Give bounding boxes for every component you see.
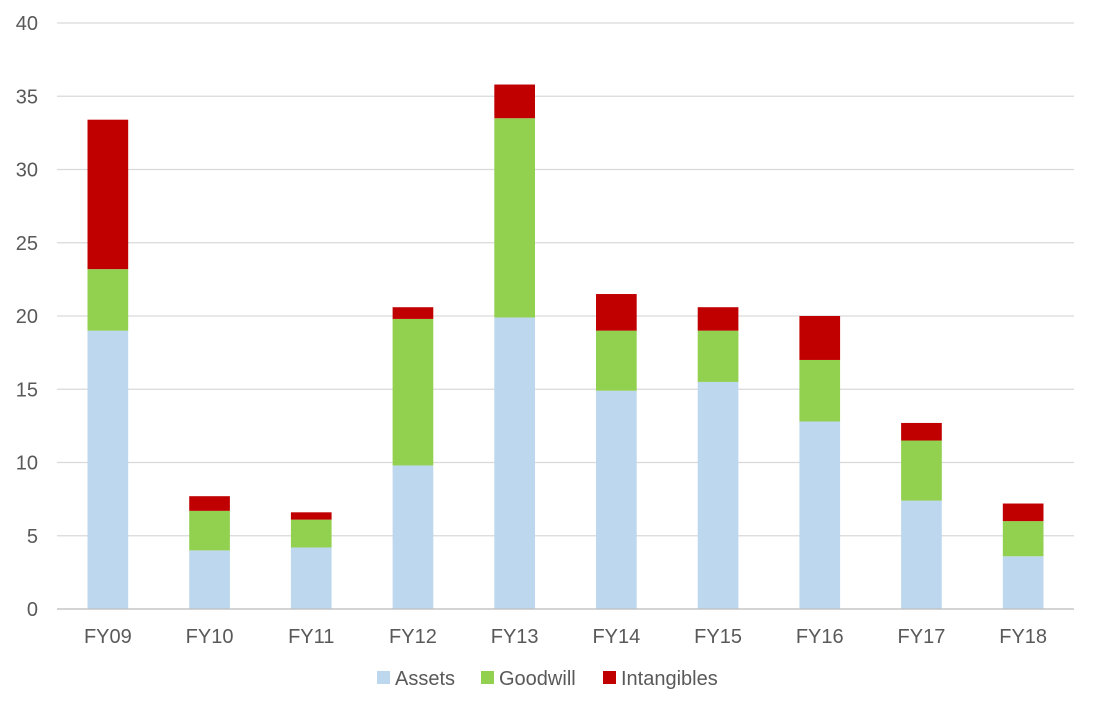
bar-assets-fy10 [189, 550, 230, 609]
bar-goodwill-fy18 [1002, 521, 1044, 557]
bar-goodwill-fy14 [596, 330, 637, 391]
y-axis-ticks: 0 5 10 15 20 25 30 35 40 [16, 13, 38, 621]
legend-swatch [603, 671, 616, 684]
legend: Assets Goodwill Intangibles [377, 668, 718, 690]
y-tick-label: 40 [16, 13, 38, 35]
x-tick-label: FY12 [389, 626, 437, 648]
x-tick-label: FY16 [796, 626, 844, 648]
bar-intangibles-fy10 [189, 496, 230, 511]
legend-label: Intangibles [621, 668, 718, 690]
bar-goodwill-fy17 [901, 440, 942, 501]
bar-goodwill-fy15 [697, 330, 739, 382]
bar-assets-fy14 [596, 390, 637, 609]
legend-item-goodwill: Goodwill [481, 668, 576, 690]
bar-assets-fy18 [1002, 556, 1044, 609]
bar-intangibles-fy12 [392, 307, 434, 319]
bar-assets-fy16 [799, 421, 841, 609]
bar-assets-fy13 [494, 317, 535, 609]
x-tick-label: FY10 [186, 626, 234, 648]
bar-intangibles-fy11 [290, 512, 332, 520]
bar-intangibles-fy14 [596, 294, 637, 331]
bar-goodwill-fy10 [189, 510, 230, 551]
legend-item-assets: Assets [377, 668, 455, 690]
y-tick-label: 35 [16, 86, 38, 108]
x-axis-ticks: FY09 FY10 FY11 FY12 FY13 FY14 FY15 FY16 FY17 FY18 [57, 608, 1074, 648]
bar-intangibles-fy13 [494, 84, 535, 119]
legend-item-intangibles: Intangibles [603, 668, 718, 690]
bar-assets-fy17 [901, 500, 942, 609]
y-tick-label: 10 [16, 453, 38, 475]
x-tick-label: FY09 [84, 626, 132, 648]
bar-assets-fy11 [290, 547, 332, 609]
bar-goodwill-fy12 [392, 318, 434, 466]
bar-goodwill-fy16 [799, 359, 841, 422]
bar-intangibles-fy18 [1002, 503, 1044, 522]
y-tick-label: 20 [16, 306, 38, 328]
y-tick-label: 25 [16, 233, 38, 255]
y-tick-label: 30 [16, 160, 38, 182]
legend-swatch [481, 671, 494, 684]
legend-label: Assets [395, 668, 455, 690]
bar-assets-fy09 [87, 330, 129, 609]
x-tick-label: FY15 [694, 626, 742, 648]
bar-intangibles-fy15 [697, 307, 739, 331]
x-tick-label: FY14 [592, 626, 640, 648]
legend-swatch [377, 671, 390, 684]
legend-label: Goodwill [499, 668, 576, 690]
x-tick-label: FY18 [999, 626, 1047, 648]
bar-assets-fy15 [697, 381, 739, 609]
bar-goodwill-fy13 [494, 118, 535, 318]
bar-goodwill-fy11 [290, 519, 332, 548]
y-tick-label: 15 [16, 379, 38, 401]
bars [87, 84, 1044, 609]
bar-intangibles-fy17 [901, 422, 942, 441]
x-tick-label: FY11 [288, 626, 334, 648]
bar-goodwill-fy09 [87, 269, 129, 331]
x-tick-label: FY13 [491, 626, 539, 648]
bar-intangibles-fy16 [799, 316, 841, 360]
bar-intangibles-fy09 [87, 119, 129, 270]
bar-assets-fy12 [392, 465, 434, 609]
x-tick-label: FY17 [898, 626, 946, 648]
y-tick-label: 5 [27, 526, 38, 548]
y-tick-label: 0 [27, 599, 38, 621]
